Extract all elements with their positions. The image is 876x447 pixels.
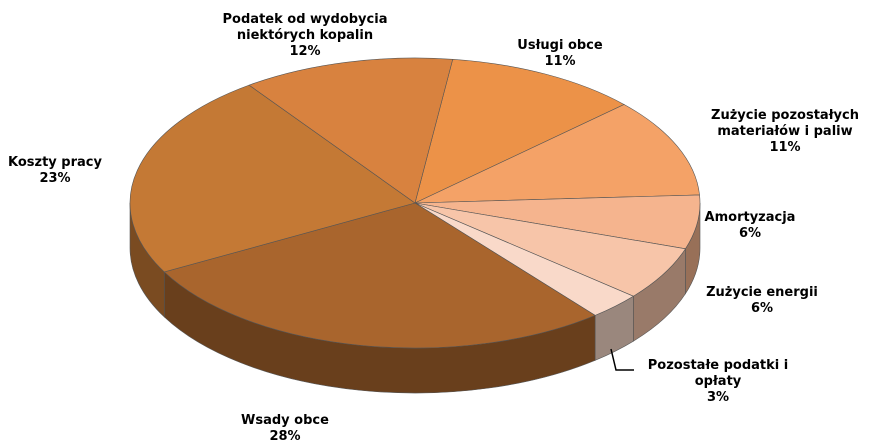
slice-label: Zużycie energii 6%	[682, 285, 842, 317]
slice-label: Zużycie pozostałych materiałów i paliw 11…	[695, 108, 875, 156]
slice-label: Koszty pracy 23%	[0, 155, 115, 187]
slice-label: Wsady obce 28%	[205, 413, 365, 445]
value-label: 6%	[750, 301, 774, 316]
slice	[414, 58, 625, 204]
value-label: 11%	[769, 140, 801, 155]
value-label: 11%	[544, 54, 576, 69]
category-label: Pozostałe podatki i opłaty	[647, 358, 789, 389]
value-label: 12%	[289, 44, 321, 59]
category-label: Koszty pracy	[8, 155, 102, 170]
slice-label: Usługi obce 11%	[480, 38, 640, 70]
slice-label: Amortyzacja 6%	[680, 210, 820, 242]
value-label: 23%	[39, 171, 71, 186]
value-label: 28%	[269, 429, 301, 444]
slice	[163, 202, 596, 349]
slice	[129, 84, 416, 273]
slice	[414, 104, 700, 204]
slice	[248, 57, 454, 204]
value-label: 3%	[706, 390, 730, 405]
slice-label: Podatek od wydobycia niektórych kopalin 1…	[208, 12, 403, 60]
category-label: Zużycie energii	[706, 285, 818, 300]
tops	[129, 57, 701, 349]
category-label: Wsady obce	[241, 413, 329, 428]
category-label: Usługi obce	[517, 38, 603, 53]
slice-label: Pozostałe podatki i opłaty 3%	[633, 358, 803, 406]
category-label: Podatek od wydobycia niektórych kopalin	[222, 12, 388, 43]
category-label: Zużycie pozostałych materiałów i paliw	[711, 108, 859, 139]
sides	[129, 202, 701, 394]
category-label: Amortyzacja	[704, 210, 796, 225]
value-label: 6%	[738, 226, 762, 241]
leader-line	[610, 348, 634, 371]
